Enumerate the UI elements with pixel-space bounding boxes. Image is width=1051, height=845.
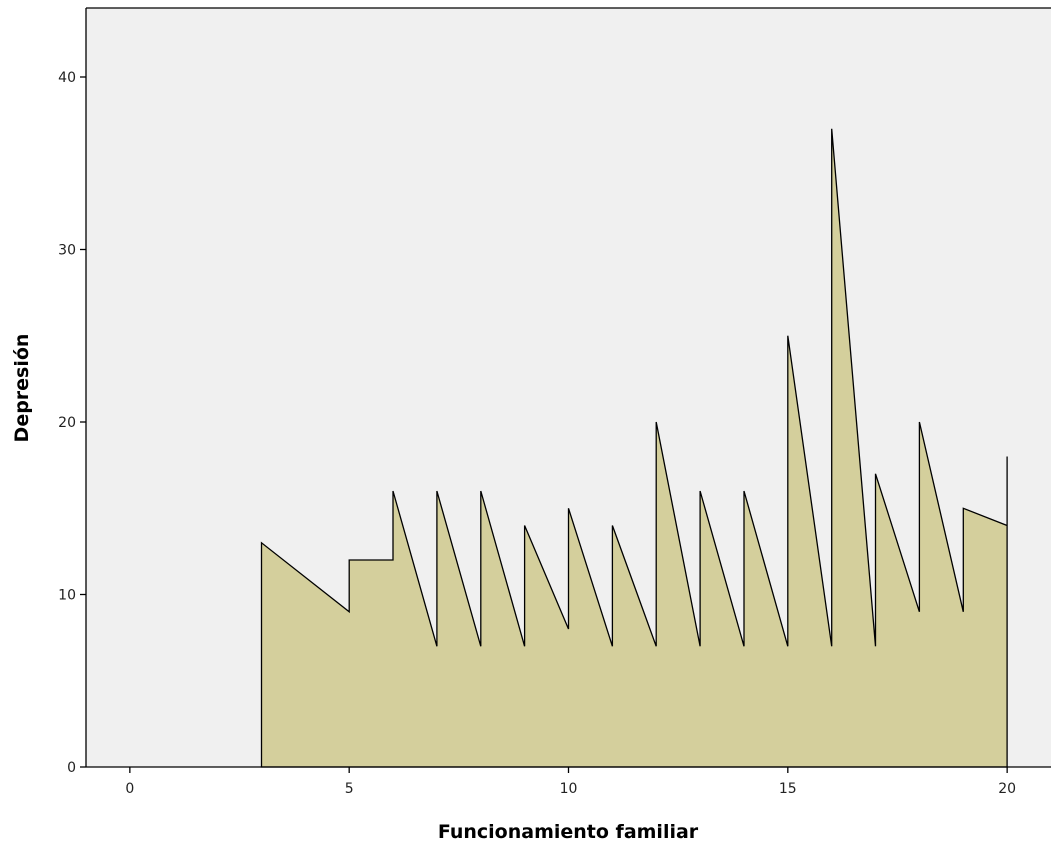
y-tick-label: 20: [58, 415, 76, 431]
y-axis-ticks: 0 10 20 30 40: [58, 70, 86, 776]
x-tick-label: 0: [125, 781, 134, 797]
x-tick-label: 20: [998, 781, 1016, 797]
x-axis-ticks: 0 5 10 15 20: [125, 767, 1016, 797]
y-axis-title: Depresión: [11, 334, 33, 443]
x-axis-title: Funcionamiento familiar: [438, 821, 699, 843]
x-tick-label: 5: [345, 781, 354, 797]
y-tick-label: 30: [58, 243, 76, 259]
y-tick-label: 10: [58, 588, 76, 604]
y-tick-label: 0: [67, 760, 76, 776]
y-tick-label: 40: [58, 70, 76, 86]
depresion-area: [260, 128, 1008, 768]
x-tick-label: 10: [560, 781, 578, 797]
x-tick-label: 15: [779, 781, 797, 797]
